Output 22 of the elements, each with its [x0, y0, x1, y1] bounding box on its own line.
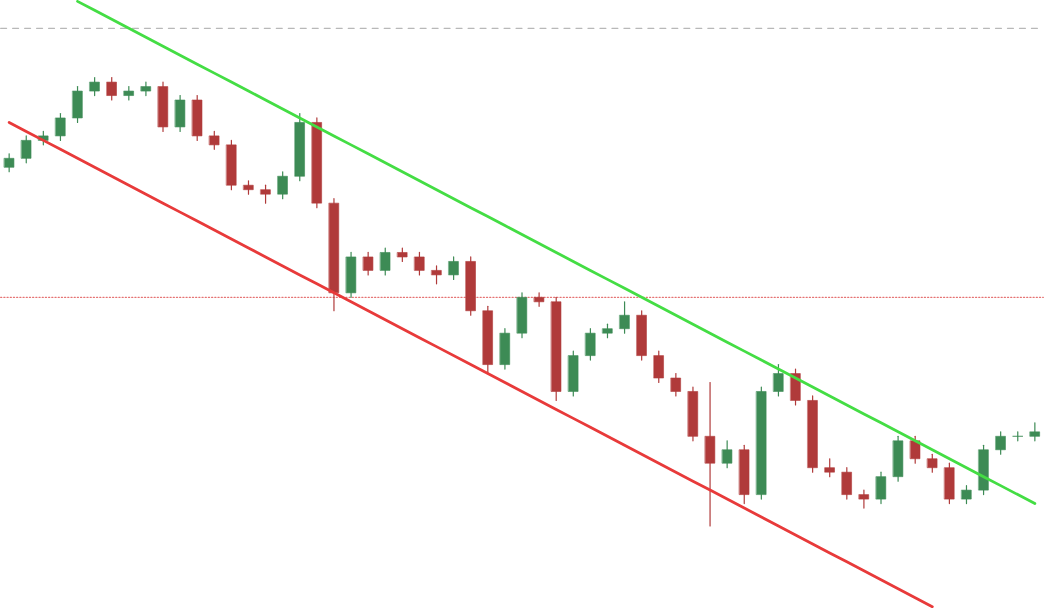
candlestick	[380, 247, 391, 276]
candlestick	[106, 76, 117, 101]
candlestick	[363, 251, 374, 276]
candlestick	[1029, 422, 1040, 442]
candlestick	[910, 435, 921, 464]
candlestick	[670, 372, 681, 397]
candlestick	[653, 350, 664, 384]
candlestick	[841, 467, 852, 500]
candlestick	[55, 112, 66, 141]
candlestick	[140, 81, 151, 97]
candlestick	[773, 363, 784, 397]
candlestick	[585, 328, 596, 361]
candlestick	[534, 292, 545, 307]
candlestick	[722, 440, 733, 469]
candlestick	[995, 431, 1006, 455]
candlestick	[448, 256, 459, 280]
candlestick	[619, 301, 630, 334]
candlestick	[858, 489, 869, 509]
candlestick	[414, 251, 425, 276]
candlestick	[875, 471, 887, 505]
candlestick	[277, 171, 288, 200]
candlestick	[21, 135, 32, 164]
